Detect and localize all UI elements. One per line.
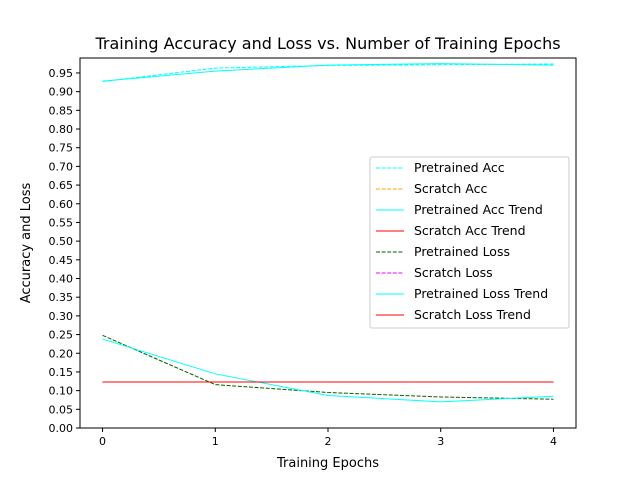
x-tick-label: 4 bbox=[550, 435, 557, 448]
legend-label: Scratch Loss bbox=[414, 265, 493, 280]
plot-area-frame bbox=[79, 57, 577, 429]
plot-lines bbox=[102, 63, 554, 403]
y-tick-label: 0.05 bbox=[49, 403, 74, 416]
x-axis-label: Training Epochs bbox=[276, 456, 379, 471]
legend-label: Pretrained Loss bbox=[414, 244, 510, 259]
x-tick-label: 2 bbox=[325, 435, 332, 448]
y-tick-label: 0.55 bbox=[49, 216, 74, 229]
legend: Pretrained Acc Scratch Acc Pretrained Acc … bbox=[369, 156, 570, 329]
y-tick-label: 0.70 bbox=[49, 160, 74, 173]
y-tick-label: 0.10 bbox=[49, 385, 74, 398]
x-tick-label: 3 bbox=[437, 435, 444, 448]
series-line-pretrained-acc-trend bbox=[102, 63, 554, 82]
y-tick-label: 0.90 bbox=[49, 86, 74, 99]
legend-box bbox=[369, 156, 570, 329]
y-tick-label: 0.75 bbox=[49, 142, 74, 155]
y-tick-label: 0.85 bbox=[49, 104, 74, 117]
y-tick-label: 0.60 bbox=[49, 198, 74, 211]
y-axis-label: Accuracy and Loss bbox=[19, 182, 34, 303]
legend-label: Pretrained Acc bbox=[414, 160, 505, 175]
legend-label: Pretrained Loss Trend bbox=[414, 286, 548, 301]
chart-title: Training Accuracy and Loss vs. Number of… bbox=[94, 34, 560, 53]
x-tick-label: 1 bbox=[212, 435, 219, 448]
y-tick-label: 0.20 bbox=[49, 347, 74, 360]
legend-label: Scratch Acc bbox=[414, 181, 487, 196]
y-tick-label: 0.50 bbox=[49, 235, 74, 248]
axis-ticks: 0 1 2 3 4 0.00 0.05 0.10 0.15 0.20 0.25 0.30 0.35 0.4… bbox=[49, 67, 557, 448]
y-tick-label: 0.80 bbox=[49, 123, 74, 136]
series-line-pretrained-loss-trend bbox=[102, 338, 554, 403]
y-tick-label: 0.15 bbox=[49, 366, 74, 379]
y-tick-label: 0.65 bbox=[49, 179, 74, 192]
y-tick-label: 0.00 bbox=[49, 422, 74, 435]
legend-label: Scratch Loss Trend bbox=[414, 307, 531, 322]
legend-label: Pretrained Acc Trend bbox=[414, 202, 543, 217]
y-tick-label: 0.45 bbox=[49, 254, 74, 267]
y-tick-label: 0.35 bbox=[49, 291, 74, 304]
y-tick-label: 0.25 bbox=[49, 329, 74, 342]
series-line-pretrained-loss bbox=[102, 334, 554, 400]
legend-label: Scratch Acc Trend bbox=[414, 223, 526, 238]
y-tick-label: 0.30 bbox=[49, 310, 74, 323]
x-tick-label: 0 bbox=[99, 435, 106, 448]
y-tick-label: 0.95 bbox=[49, 67, 74, 80]
y-tick-label: 0.40 bbox=[49, 273, 74, 286]
